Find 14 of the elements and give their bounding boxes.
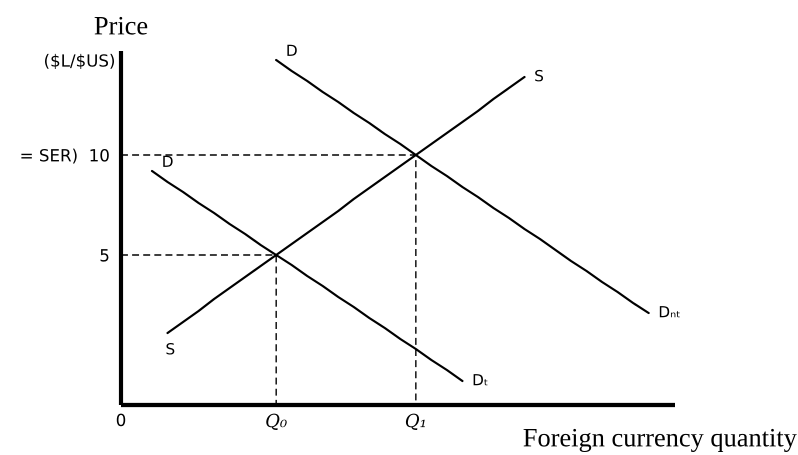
- series-label: Dₜ: [474, 374, 488, 386]
- y-axis-title: Price: [94, 16, 148, 35]
- y-tick-label: = SER) 10: [21, 148, 109, 164]
- x-tick-label: Q₁: [406, 414, 425, 430]
- y-tick-label: 5: [100, 249, 108, 262]
- x-tick-label: 0: [116, 414, 126, 426]
- annotation: D: [163, 156, 173, 167]
- x-axis-title: Foreign currency quantity: [524, 428, 797, 452]
- annotation: S: [166, 342, 174, 355]
- series-label: S: [535, 70, 544, 82]
- series-label: Dₙₜ: [660, 306, 680, 318]
- annotation: D: [287, 44, 297, 56]
- x-tick-label: Q₀: [266, 414, 287, 430]
- text: ($L/$US): [45, 54, 114, 70]
